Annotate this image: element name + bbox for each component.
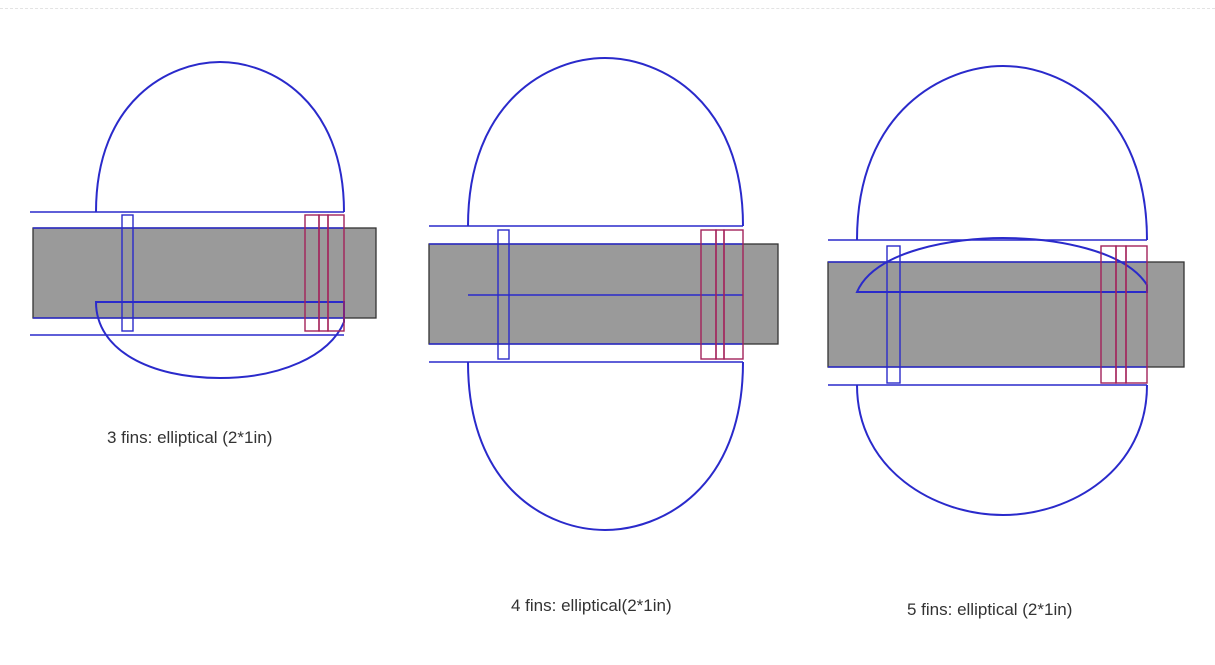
- figure-caption: 5 fins: elliptical (2*1in): [907, 600, 1073, 619]
- fin-top: [856, 64, 1148, 241]
- fin-top: [467, 56, 744, 227]
- top-divider: [0, 8, 1215, 9]
- fin-bottom: [467, 361, 744, 532]
- fin-top: [95, 60, 345, 213]
- figure-caption: 3 fins: elliptical (2*1in): [107, 428, 273, 447]
- fin-diagram-4-fins: [428, 56, 779, 532]
- rear-ring: [327, 214, 345, 332]
- figure-caption: 4 fins: elliptical(2*1in): [511, 596, 672, 615]
- fin-diagram-3-fins: [30, 60, 377, 380]
- fin-bottom: [94, 301, 345, 380]
- fin-bottom: [856, 384, 1148, 517]
- fin-upper-side: [855, 236, 1148, 293]
- fin-diagram-5-fins: [827, 64, 1185, 517]
- rear-ring: [723, 229, 744, 360]
- launch-lug: [497, 229, 510, 360]
- body-tube: [827, 261, 1185, 368]
- body-tube: [32, 227, 377, 319]
- rear-ring: [1125, 245, 1148, 384]
- body-tube: [428, 243, 779, 345]
- launch-lug: [886, 245, 901, 384]
- launch-lug: [121, 214, 134, 332]
